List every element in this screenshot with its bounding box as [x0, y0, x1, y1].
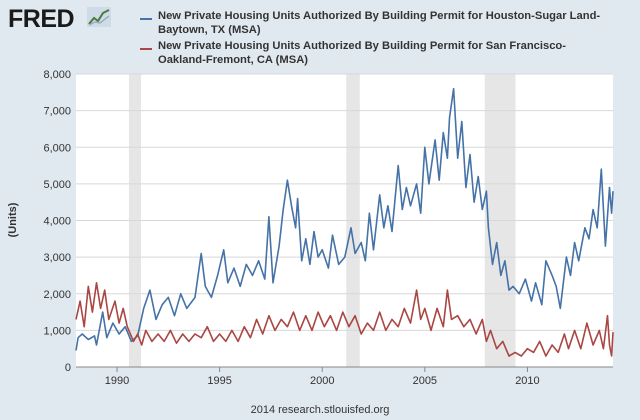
source-credit: 2014 research.stlouisfed.org	[250, 404, 390, 416]
y-tick-label-1000: 1,000	[43, 325, 71, 337]
legend-label-san-francisco: New Private Housing Units Authorized By …	[158, 40, 566, 66]
y-tick-label-8000: 8,000	[43, 69, 71, 81]
x-tick-label-1995: 1995	[207, 375, 231, 387]
line-chart: 0 1,000 2,000 3,000 4,000 5,000 6,000 7,000 8,00…	[7, 69, 614, 387]
y-tick-label-3000: 3,000	[43, 252, 71, 264]
x-tick-label-2005: 2005	[413, 375, 437, 387]
y-tick-label-7000: 7,000	[43, 106, 71, 118]
y-tick-label-2000: 2,000	[43, 289, 71, 301]
legend-swatch-san-francisco	[140, 48, 152, 50]
chart-header: FRED New Private Housing Units Authorize…	[0, 0, 640, 70]
series-line-san-francisco	[75, 282, 614, 357]
legend-label-houston: New Private Housing Units Authorized By …	[158, 10, 601, 36]
x-tick-label-2010: 2010	[515, 375, 539, 387]
x-tick-label-1990: 1990	[105, 375, 129, 387]
y-tick-label-0: 0	[65, 362, 71, 374]
series-line-houston	[75, 87, 614, 351]
trend-line-icon	[87, 7, 111, 27]
x-tick-label-2000: 2000	[310, 375, 334, 387]
y-tick-label-4000: 4,000	[43, 216, 71, 228]
y-tick-label-6000: 6,000	[43, 142, 71, 154]
y-axis-label: (Units)	[7, 202, 19, 237]
fred-logo: FRED	[8, 5, 75, 33]
y-tick-label-5000: 5,000	[43, 179, 71, 191]
legend-swatch-houston	[140, 18, 152, 20]
y-axis: 0 1,000 2,000 3,000 4,000 5,000 6,000 7,000 8,00…	[43, 69, 71, 374]
series-lines	[75, 87, 614, 357]
x-axis: 1990 1995 2000 2005 2010	[76, 366, 613, 387]
